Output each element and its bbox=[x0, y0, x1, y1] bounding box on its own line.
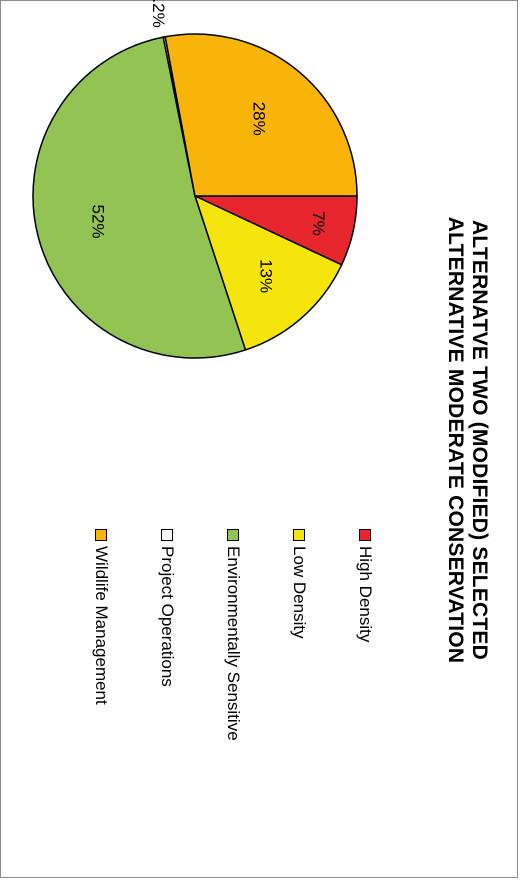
data-label-low-density: 13% bbox=[256, 259, 275, 293]
legend-swatch bbox=[293, 529, 305, 541]
legend-item-wildlife-management: Wildlife Management bbox=[91, 529, 111, 705]
data-label-environmentally-sensitive: 52% bbox=[88, 205, 107, 239]
legend-swatch bbox=[95, 529, 107, 541]
legend-swatch bbox=[359, 529, 371, 541]
legend-item-environmentally-sensitive: Environmentally Sensitive bbox=[223, 529, 243, 741]
pie-slice-wildlife-management bbox=[164, 33, 358, 197]
legend-label: Low Density bbox=[290, 546, 309, 639]
legend-label: High Density bbox=[356, 546, 375, 643]
legend-item-high-density: High Density bbox=[355, 529, 375, 642]
pie-slice-environmentally-sensitive bbox=[32, 36, 247, 359]
legend-label: Project Operations bbox=[158, 546, 177, 687]
data-label-project-operations: 0.2% bbox=[149, 0, 168, 28]
data-label-high-density: 7% bbox=[309, 211, 328, 236]
pie-slice-low-density bbox=[193, 194, 343, 351]
legend-label: Wildlife Management bbox=[92, 546, 111, 705]
legend-swatch bbox=[227, 529, 239, 541]
legend-label: Environmentally Sensitive bbox=[224, 546, 243, 741]
legend-item-project-operations: Project Operations bbox=[157, 529, 177, 687]
data-label-wildlife-management: 28% bbox=[250, 102, 269, 136]
legend-swatch bbox=[161, 529, 173, 541]
legend-item-low-density: Low Density bbox=[289, 529, 309, 639]
